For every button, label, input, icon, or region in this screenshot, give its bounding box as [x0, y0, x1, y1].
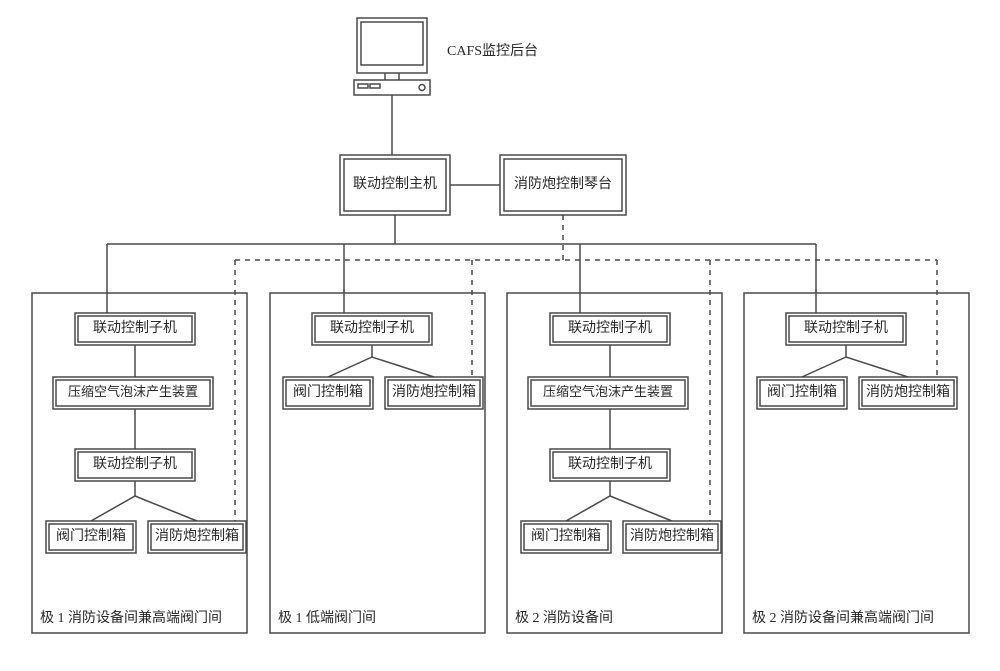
panel-3: 联动控制子机 压缩空气泡沫产生装置 联动控制子机 阀门控制箱 消防炮控 — [507, 260, 722, 633]
title-label: CAFS监控后台 — [447, 43, 538, 59]
svg-text:联动控制子机: 联动控制子机 — [330, 320, 414, 336]
fire-ctrl-3: 消防炮控制箱 — [623, 521, 721, 553]
svg-text:压缩空气泡沫产生装置: 压缩空气泡沫产生装置 — [543, 384, 673, 399]
fire-ctrl-2: 消防炮控制箱 — [385, 377, 483, 409]
valve-box-1: 阀门控制箱 — [46, 521, 136, 553]
svg-text:消防炮控制箱: 消防炮控制箱 — [155, 528, 239, 544]
svg-text:联动控制子机: 联动控制子机 — [93, 456, 177, 472]
linkage-host: 联动控制主机 — [340, 155, 450, 215]
panel-1: 联动控制子机 压缩空气泡沫产生装置 联动控制子机 阀门控制箱 — [32, 260, 247, 633]
sub-unit-3a: 联动控制子机 — [550, 313, 670, 345]
panel-2: 联动控制子机 阀门控制箱 消防炮控制箱 极 1 低端阀门间 — [270, 260, 485, 633]
valve-box-3: 阀门控制箱 — [521, 521, 611, 553]
panel-4-caption: 极 2 消防设备间兼高端阀门间 — [752, 609, 934, 626]
computer-icon — [354, 18, 430, 95]
sub-unit-1b: 联动控制子机 — [75, 449, 195, 481]
foam-generator-1: 压缩空气泡沫产生装置 — [53, 377, 213, 409]
svg-text:阀门控制箱: 阀门控制箱 — [767, 384, 837, 400]
svg-text:联动控制子机: 联动控制子机 — [568, 456, 652, 472]
svg-text:压缩空气泡沫产生装置: 压缩空气泡沫产生装置 — [68, 384, 198, 399]
sub-unit-2: 联动控制子机 — [312, 313, 432, 345]
svg-text:联动控制主机: 联动控制主机 — [353, 176, 437, 192]
svg-text:联动控制子机: 联动控制子机 — [804, 320, 888, 336]
panel-3-caption: 极 2 消防设备间 — [515, 609, 613, 626]
svg-text:消防炮控制琴台: 消防炮控制琴台 — [514, 176, 612, 192]
svg-text:阀门控制箱: 阀门控制箱 — [56, 528, 126, 544]
svg-text:消防炮控制箱: 消防炮控制箱 — [392, 384, 476, 400]
valve-box-2: 阀门控制箱 — [283, 377, 373, 409]
sub-unit-3b: 联动控制子机 — [550, 449, 670, 481]
svg-text:联动控制子机: 联动控制子机 — [93, 320, 177, 336]
diagram-root: CAFS监控后台 联动控制主机 消防炮控制琴台 联动控制子机 — [0, 0, 1000, 671]
fire-ctrl-4: 消防炮控制箱 — [859, 377, 957, 409]
svg-text:阀门控制箱: 阀门控制箱 — [293, 384, 363, 400]
fire-ctrl-1: 消防炮控制箱 — [148, 521, 246, 553]
panel-2-caption: 极 1 低端阀门间 — [278, 610, 376, 626]
svg-text:消防炮控制箱: 消防炮控制箱 — [866, 384, 950, 400]
dashed-bus — [235, 215, 937, 260]
foam-generator-3: 压缩空气泡沫产生装置 — [528, 377, 688, 409]
panel-1-caption: 极 1 消防设备间兼高端阀门间 — [40, 609, 222, 626]
sub-unit-1a: 联动控制子机 — [75, 313, 195, 345]
panel-4: 联动控制子机 阀门控制箱 消防炮控制箱 极 2 消防设备间兼高端阀门间 — [744, 260, 969, 633]
fire-console: 消防炮控制琴台 — [500, 155, 626, 215]
svg-text:联动控制子机: 联动控制子机 — [568, 320, 652, 336]
sub-unit-4: 联动控制子机 — [786, 313, 906, 345]
valve-box-4: 阀门控制箱 — [757, 377, 847, 409]
svg-text:阀门控制箱: 阀门控制箱 — [531, 528, 601, 544]
svg-text:消防炮控制箱: 消防炮控制箱 — [630, 528, 714, 544]
